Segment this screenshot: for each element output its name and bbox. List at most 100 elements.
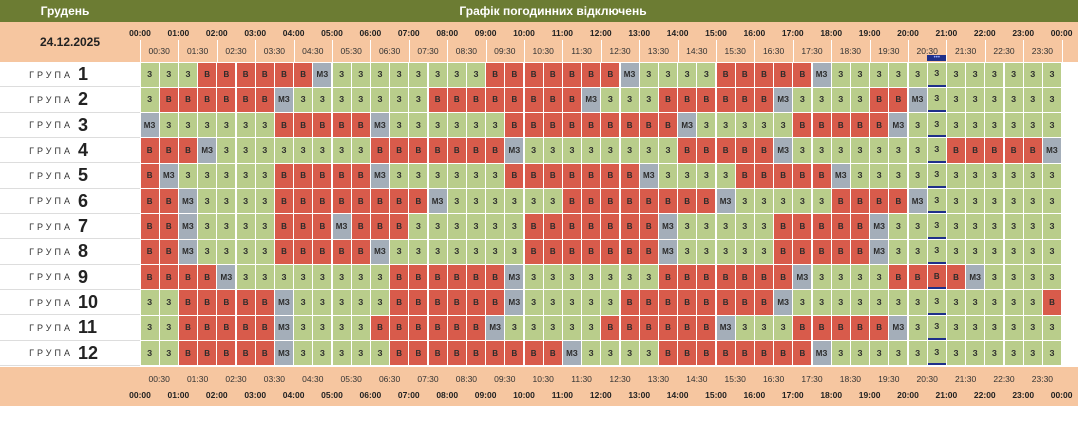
cell: В <box>178 138 198 163</box>
cell: З <box>927 138 946 163</box>
cell: В <box>255 341 274 366</box>
cell: З <box>658 163 678 189</box>
cell: З <box>332 290 351 315</box>
cell: З <box>486 214 505 239</box>
cell: З <box>562 265 582 290</box>
cell: В <box>639 214 658 239</box>
group-label: ГРУПА <box>29 94 73 105</box>
half-label: 00:30 <box>148 46 170 56</box>
cell: З <box>370 87 390 113</box>
cell: З <box>255 214 274 239</box>
tick <box>370 40 372 62</box>
cell: З <box>370 265 390 290</box>
cell: МЗ <box>774 87 793 113</box>
cell: З <box>1042 189 1062 214</box>
cell: МЗ <box>562 341 582 366</box>
cell: В <box>140 163 159 189</box>
hour-label: 13:00 <box>628 28 651 38</box>
cell: МЗ <box>1042 138 1062 163</box>
cell: З <box>390 62 409 87</box>
cell: В <box>409 290 428 315</box>
cell: З <box>409 239 428 265</box>
cell: В <box>850 315 870 341</box>
cell: З <box>946 315 966 341</box>
cell: В <box>505 113 524 138</box>
cell: З <box>236 214 255 239</box>
cell: В <box>447 341 466 366</box>
cell: В <box>198 341 217 366</box>
cell: З <box>236 239 255 265</box>
cell: З <box>985 62 1004 87</box>
tick <box>831 40 833 62</box>
cell: В <box>735 62 754 87</box>
cell: В <box>754 87 774 113</box>
cell: В <box>178 315 198 341</box>
cell: В <box>870 87 889 113</box>
cell: З <box>850 265 870 290</box>
cell: З <box>1004 113 1023 138</box>
cell: З <box>255 138 274 163</box>
cell: З <box>294 341 313 366</box>
cell: В <box>524 163 543 189</box>
cell: З <box>447 189 466 214</box>
cell: З <box>1042 214 1062 239</box>
cell: В <box>697 87 716 113</box>
cell: В <box>716 290 735 315</box>
hour-label: 08:00 <box>436 28 459 38</box>
cell: З <box>889 239 908 265</box>
cell: МЗ <box>486 315 505 341</box>
cell: З <box>620 265 639 290</box>
cell: В <box>409 265 428 290</box>
cell: З <box>409 113 428 138</box>
cell: В <box>812 315 831 341</box>
cell: МЗ <box>505 290 524 315</box>
cell: З <box>351 290 370 315</box>
cell: З <box>812 138 831 163</box>
cell: В <box>466 265 486 290</box>
cell: З <box>351 265 370 290</box>
cell: В <box>428 290 447 315</box>
cell: В <box>870 189 889 214</box>
cell: З <box>946 214 966 239</box>
group-number: 5 <box>78 165 89 186</box>
cell: З <box>793 189 812 214</box>
cell: В <box>678 189 697 214</box>
cell: МЗ <box>678 113 697 138</box>
cell: В <box>658 315 678 341</box>
hour-label: 02:00 <box>205 390 228 400</box>
cell: МЗ <box>198 138 217 163</box>
cell: В <box>294 113 313 138</box>
cell: З <box>1004 214 1023 239</box>
cell: В <box>543 341 562 366</box>
cell: З <box>812 87 831 113</box>
cell: В <box>870 315 889 341</box>
cell: З <box>966 62 985 87</box>
tick <box>754 40 756 62</box>
cell: МЗ <box>889 113 908 138</box>
tick <box>255 40 257 62</box>
cell: В <box>140 265 159 290</box>
cell: В <box>255 87 274 113</box>
cell: В <box>524 87 543 113</box>
cell: З <box>466 214 486 239</box>
cell: В <box>159 214 178 239</box>
cell: З <box>966 239 985 265</box>
hour-label: 00:00 <box>1050 28 1073 38</box>
cell: В <box>294 214 313 239</box>
cell: МЗ <box>966 265 985 290</box>
hour-label: 04:00 <box>282 28 305 38</box>
cell: З <box>870 341 889 366</box>
cell: В <box>390 189 409 214</box>
cell: З <box>889 341 908 366</box>
cell: В <box>620 113 639 138</box>
half-label: 15:30 <box>724 46 746 56</box>
half-label: 11:30 <box>571 374 592 384</box>
cell: З <box>908 62 927 87</box>
cell: З <box>735 315 754 341</box>
cell: З <box>562 290 582 315</box>
tick <box>485 40 487 62</box>
half-label: 04:30 <box>302 374 324 384</box>
half-label: 17:30 <box>801 46 823 56</box>
cell: З <box>1042 341 1062 366</box>
cell: З <box>985 87 1004 113</box>
